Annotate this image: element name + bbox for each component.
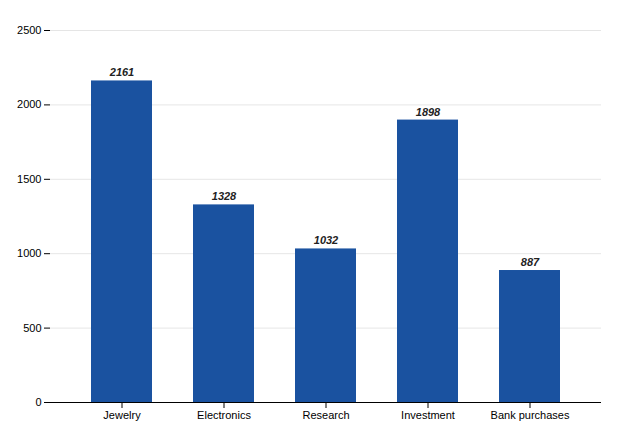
svg-text:2161: 2161: [109, 66, 134, 78]
svg-text:Bank purchases: Bank purchases: [491, 409, 570, 421]
svg-text:887: 887: [521, 256, 540, 268]
svg-text:2500: 2500: [17, 24, 41, 36]
svg-text:Jewelry: Jewelry: [103, 409, 141, 421]
svg-text:1500: 1500: [17, 173, 41, 185]
svg-text:1000: 1000: [17, 247, 41, 259]
svg-text:1032: 1032: [314, 234, 338, 246]
svg-text:1328: 1328: [212, 190, 237, 202]
svg-text:1898: 1898: [416, 106, 441, 118]
svg-text:2000: 2000: [17, 98, 41, 110]
svg-text:500: 500: [23, 322, 41, 334]
svg-text:Investment: Investment: [401, 409, 455, 421]
svg-text:0: 0: [35, 396, 41, 408]
svg-text:Research: Research: [302, 409, 349, 421]
svg-text:Electronics: Electronics: [197, 409, 251, 421]
